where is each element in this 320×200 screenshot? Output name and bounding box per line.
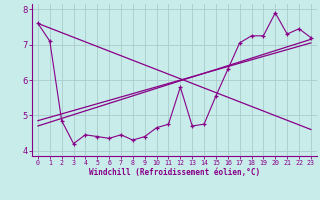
X-axis label: Windchill (Refroidissement éolien,°C): Windchill (Refroidissement éolien,°C): [89, 168, 260, 177]
